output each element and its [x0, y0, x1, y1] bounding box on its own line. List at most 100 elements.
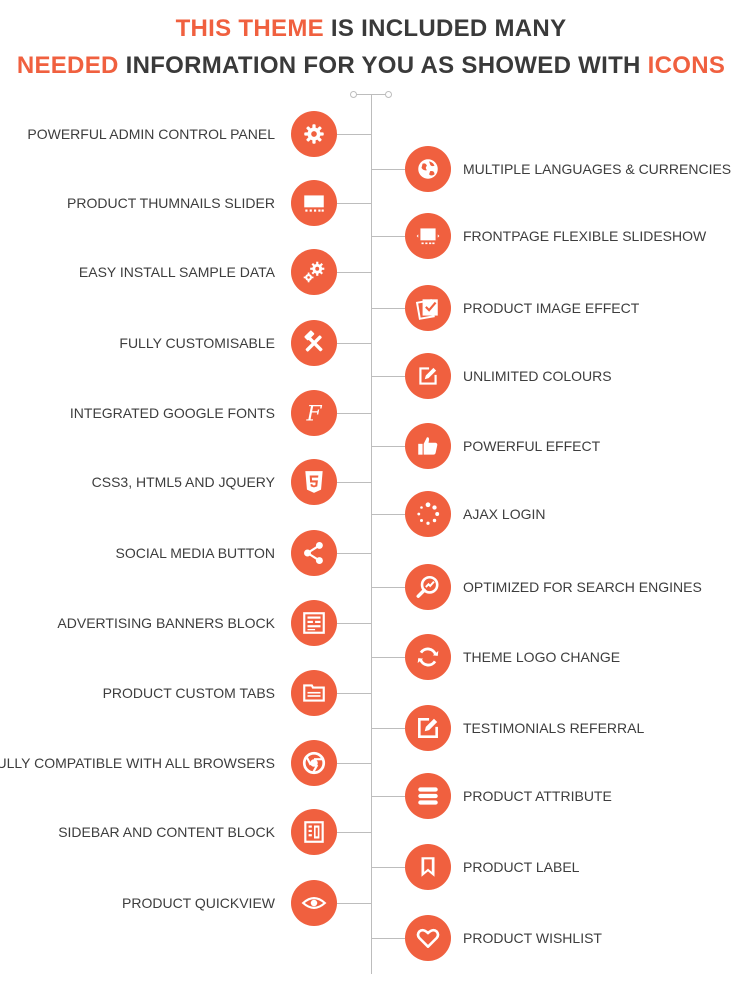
- html5-icon: [291, 459, 337, 505]
- feature-thumbnails-slider: PRODUCT THUMNAILS SLIDER: [0, 180, 372, 226]
- feature-label: SOCIAL MEDIA BUTTON: [115, 545, 275, 561]
- feature-quickview: PRODUCT QUICKVIEW: [0, 880, 372, 926]
- feature-product-attribute: PRODUCT ATTRIBUTE: [371, 773, 735, 819]
- feature-label: CSS3, HTML5 AND JQUERY: [91, 474, 275, 490]
- heart-icon: [405, 915, 451, 961]
- feature-label: EASY INSTALL SAMPLE DATA: [78, 264, 275, 280]
- pencil-square-icon: [405, 705, 451, 751]
- connector-line: [371, 867, 405, 868]
- connector-line: [371, 728, 405, 729]
- connector-line: [371, 236, 405, 237]
- feature-unlimited-colours: UNLIMITED COLOURS: [371, 353, 735, 399]
- image-effect-icon: [405, 285, 451, 331]
- feature-social-media: SOCIAL MEDIA BUTTON: [0, 530, 372, 576]
- tabs-icon: [291, 670, 337, 716]
- feature-label: PRODUCT CUSTOM TABS: [102, 685, 275, 701]
- feature-logo-change: THEME LOGO CHANGE: [371, 634, 735, 680]
- feature-label: PRODUCT ATTRIBUTE: [463, 788, 612, 804]
- feature-ajax-login: AJAX LOGIN: [371, 491, 735, 537]
- browser-icon: [291, 740, 337, 786]
- feature-label: PRODUCT WISHLIST: [463, 930, 602, 946]
- feature-label: THEME LOGO CHANGE: [463, 649, 621, 665]
- layout-icon: [291, 809, 337, 855]
- feature-sample-data: EASY INSTALL SAMPLE DATA: [0, 249, 372, 295]
- feature-banners-block: ADVERTISING BANNERS BLOCK: [0, 600, 372, 646]
- feature-css-html-jquery: CSS3, HTML5 AND JQUERY: [0, 459, 372, 505]
- feature-wishlist: PRODUCT WISHLIST: [371, 915, 735, 961]
- slider-icon: [291, 180, 337, 226]
- headline-line-1: THIS THEME IS INCLUDED MANY: [0, 15, 742, 43]
- feature-label: FULLY COMPATIBLE WITH ALL BROWSERS: [0, 755, 275, 771]
- timeline-spine: [371, 94, 372, 974]
- feature-label: PRODUCT THUMNAILS SLIDER: [67, 195, 275, 211]
- connector-line: [371, 514, 405, 515]
- headline-accent: THIS THEME: [175, 15, 324, 42]
- connector-line: [337, 623, 372, 624]
- connector-line: [337, 203, 372, 204]
- seo-icon: [405, 564, 451, 610]
- banner-icon: [291, 600, 337, 646]
- feature-sidebar-content: SIDEBAR AND CONTENT BLOCK: [0, 809, 372, 855]
- feature-label: FULLY CUSTOMISABLE: [119, 335, 275, 351]
- feature-label: SIDEBAR AND CONTENT BLOCK: [58, 824, 275, 840]
- list-icon: [405, 773, 451, 819]
- feature-label: FRONTPAGE FLEXIBLE SLIDESHOW: [463, 228, 707, 244]
- connector-line: [371, 446, 405, 447]
- spinner-icon: [405, 491, 451, 537]
- feature-label: PRODUCT QUICKVIEW: [122, 895, 275, 911]
- connector-line: [371, 587, 405, 588]
- thumbs-up-icon: [405, 423, 451, 469]
- feature-label: PRODUCT LABEL: [463, 859, 580, 875]
- connector-line: [337, 553, 372, 554]
- feature-label: ADVERTISING BANNERS BLOCK: [57, 615, 275, 631]
- gear-icon: [291, 111, 337, 157]
- feature-browser-compatible: FULLY COMPATIBLE WITH ALL BROWSERS: [0, 740, 372, 786]
- connector-line: [371, 169, 405, 170]
- feature-label: AJAX LOGIN: [463, 506, 546, 522]
- connector-line: [337, 343, 372, 344]
- refresh-icon: [405, 634, 451, 680]
- feature-powerful-effect: POWERFUL EFFECT: [371, 423, 735, 469]
- gears-icon: [291, 249, 337, 295]
- connector-line: [371, 308, 405, 309]
- headline-accent: ICONS: [647, 52, 726, 79]
- share-icon: [291, 530, 337, 576]
- headline-text: IS INCLUDED MANY: [323, 15, 567, 42]
- eye-icon: [291, 880, 337, 926]
- feature-label: MULTIPLE LANGUAGES & CURRENCIES: [463, 161, 732, 177]
- connector-line: [371, 938, 405, 939]
- feature-label: POWERFUL EFFECT: [463, 438, 601, 454]
- feature-label: POWERFUL ADMIN CONTROL PANEL: [27, 126, 275, 142]
- svg-text:F: F: [305, 402, 322, 426]
- feature-testimonials: TESTIMONIALS REFERRAL: [371, 705, 735, 751]
- edit-icon: [405, 353, 451, 399]
- connector-line: [337, 903, 372, 904]
- connector-line: [337, 134, 372, 135]
- globe-icon: [405, 146, 451, 192]
- headline-accent: NEEDED: [16, 52, 119, 79]
- timeline-dot: [350, 91, 357, 98]
- feature-google-fonts: INTEGRATED GOOGLE FONTS F: [0, 390, 372, 436]
- connector-line: [337, 482, 372, 483]
- feature-flexible-slideshow: FRONTPAGE FLEXIBLE SLIDESHOW: [371, 213, 735, 259]
- timeline-dot: [385, 91, 392, 98]
- connector-line: [337, 413, 372, 414]
- feature-custom-tabs: PRODUCT CUSTOM TABS: [0, 670, 372, 716]
- headline-line-2: NEEDED INFORMATION FOR YOU AS SHOWED WIT…: [0, 52, 742, 80]
- connector-line: [337, 763, 372, 764]
- feature-customisable: FULLY CUSTOMISABLE: [0, 320, 372, 366]
- feature-label: UNLIMITED COLOURS: [463, 368, 612, 384]
- feature-languages-currencies: MULTIPLE LANGUAGES & CURRENCIES: [371, 146, 735, 192]
- feature-seo: OPTIMIZED FOR SEARCH ENGINES: [371, 564, 735, 610]
- connector-line: [371, 376, 405, 377]
- feature-image-effect: PRODUCT IMAGE EFFECT: [371, 285, 735, 331]
- feature-label: OPTIMIZED FOR SEARCH ENGINES: [463, 579, 702, 595]
- connector-line: [371, 796, 405, 797]
- feature-admin-control-panel: POWERFUL ADMIN CONTROL PANEL: [0, 111, 372, 157]
- headline-text: INFORMATION FOR YOU AS SHOWED WITH: [118, 52, 648, 79]
- tools-icon: [291, 320, 337, 366]
- connector-line: [337, 693, 372, 694]
- connector-line: [371, 657, 405, 658]
- font-icon: F: [291, 390, 337, 436]
- connector-line: [337, 272, 372, 273]
